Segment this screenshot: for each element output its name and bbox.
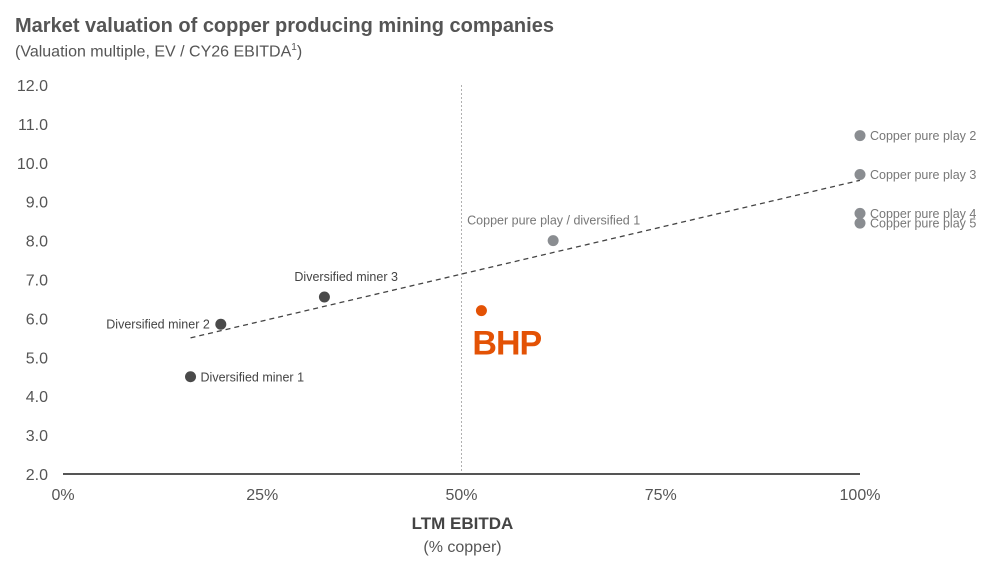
point-label: Diversified miner 1 bbox=[201, 370, 305, 384]
y-tick-label: 9.0 bbox=[26, 195, 48, 212]
y-tick-label: 7.0 bbox=[26, 273, 48, 290]
y-tick-label: 10.0 bbox=[17, 156, 48, 173]
subtitle-main: (Valuation multiple, EV / CY26 EBITDA bbox=[15, 43, 292, 61]
point-label: Copper pure play 5 bbox=[870, 217, 976, 231]
x-tick-label: 25% bbox=[246, 487, 278, 504]
point-label: Copper pure play 2 bbox=[870, 129, 976, 143]
x-tick-label: 100% bbox=[840, 487, 881, 504]
trend-line bbox=[190, 179, 861, 339]
data-point bbox=[318, 291, 330, 303]
y-tick-label: 5.0 bbox=[26, 350, 48, 367]
y-tick-label: 2.0 bbox=[26, 467, 48, 484]
y-tick-label: 8.0 bbox=[26, 234, 48, 251]
x-tick-label: 0% bbox=[51, 487, 74, 504]
data-point bbox=[547, 235, 559, 247]
x-axis-title: LTM EBITDA bbox=[411, 514, 514, 533]
data-point bbox=[215, 318, 227, 330]
data-point bbox=[854, 130, 866, 142]
y-tick-label: 4.0 bbox=[26, 389, 48, 406]
x-tick-label: 75% bbox=[645, 487, 677, 504]
x-tick-label: 50% bbox=[445, 487, 477, 504]
data-point bbox=[475, 305, 487, 317]
data-point bbox=[185, 371, 197, 383]
point-label: Copper pure play / diversified 1 bbox=[467, 214, 640, 228]
chart-title: Market valuation of copper producing min… bbox=[15, 15, 554, 37]
point-label: Diversified miner 3 bbox=[294, 270, 398, 284]
y-tick-label: 6.0 bbox=[26, 311, 48, 328]
chart-subtitle: (Valuation multiple, EV / CY26 EBITDA1) bbox=[15, 42, 302, 61]
y-tick-label: 3.0 bbox=[26, 428, 48, 445]
point-label: Copper pure play 4 bbox=[870, 207, 976, 221]
subtitle-footnote-mark: 1 bbox=[291, 42, 297, 53]
y-tick-label: 11.0 bbox=[18, 117, 48, 134]
x-axis-subtitle: (% copper) bbox=[423, 539, 502, 556]
subtitle-end: ) bbox=[296, 43, 303, 61]
point-label: Diversified miner 2 bbox=[106, 318, 210, 332]
bhp-logo-label: BHP bbox=[472, 325, 541, 363]
y-tick-label: 12.0 bbox=[17, 78, 48, 95]
data-point bbox=[854, 168, 866, 180]
data-point bbox=[854, 217, 866, 229]
data-point bbox=[854, 207, 866, 219]
point-label: Copper pure play 3 bbox=[870, 168, 976, 182]
